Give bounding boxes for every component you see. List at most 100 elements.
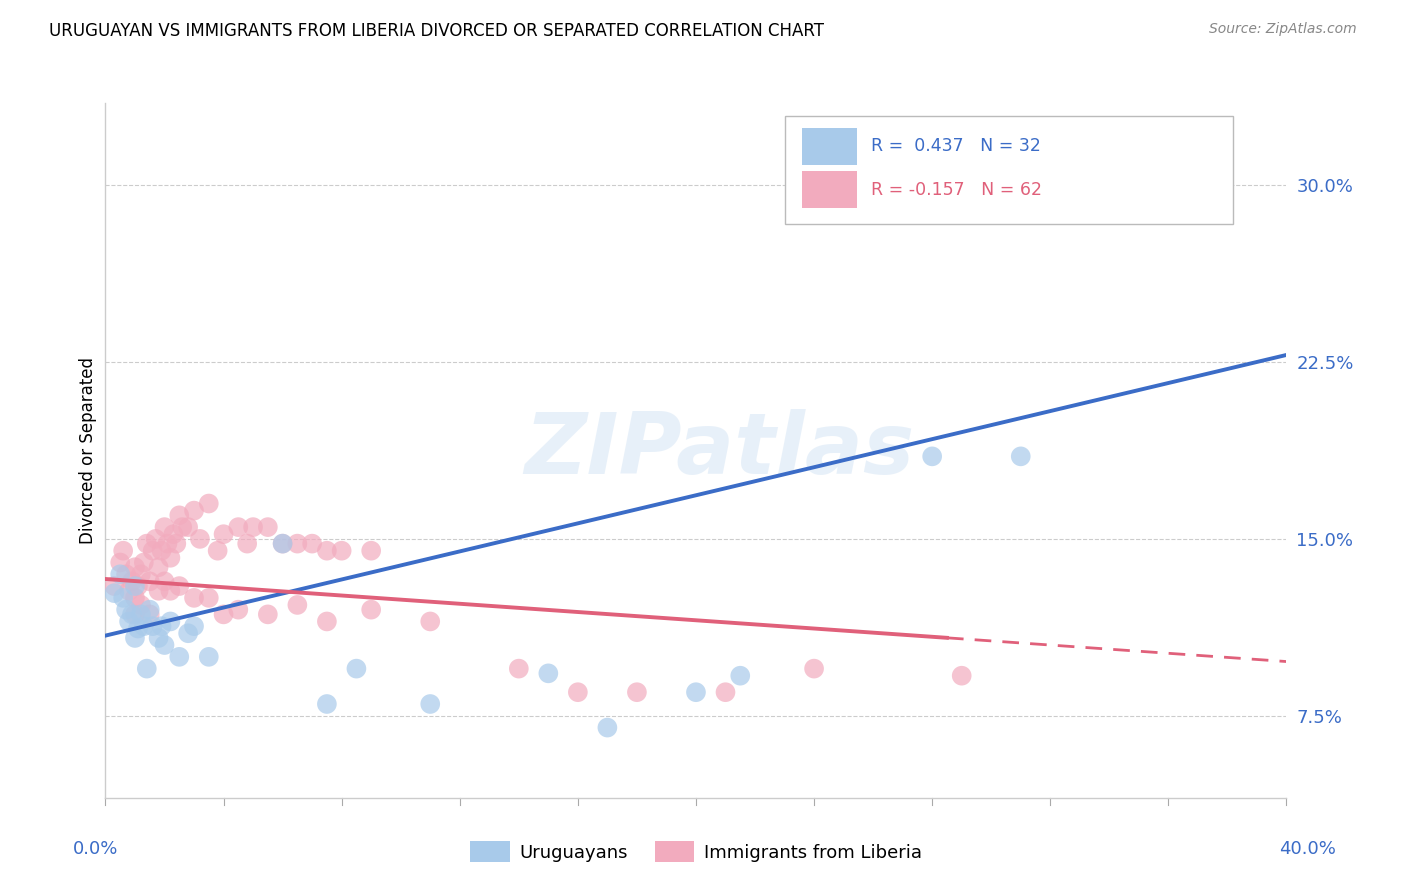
Point — [127, 622, 149, 636]
Text: 40.0%: 40.0% — [1279, 840, 1336, 858]
Point — [115, 602, 138, 616]
Text: Source: ZipAtlas.com: Source: ZipAtlas.com — [1209, 22, 1357, 37]
Point — [124, 579, 146, 593]
Point — [950, 669, 973, 683]
Point — [177, 626, 200, 640]
Point — [315, 697, 337, 711]
Text: R =  0.437   N = 32: R = 0.437 N = 32 — [870, 137, 1040, 155]
Text: R = -0.157   N = 62: R = -0.157 N = 62 — [870, 180, 1042, 199]
Point — [159, 583, 181, 598]
Point — [165, 536, 187, 550]
Point — [115, 567, 138, 582]
Point — [730, 669, 752, 683]
Point — [257, 607, 280, 622]
Point — [188, 532, 211, 546]
Point — [124, 631, 146, 645]
Point — [236, 536, 259, 550]
Point — [124, 560, 146, 574]
Text: 0.0%: 0.0% — [73, 840, 118, 858]
Point — [172, 520, 194, 534]
Point — [207, 543, 229, 558]
Point — [242, 520, 264, 534]
Point — [138, 607, 162, 622]
Point — [360, 543, 382, 558]
Point — [142, 543, 165, 558]
Point — [124, 607, 146, 622]
Point — [148, 583, 170, 598]
Point — [135, 536, 157, 550]
Legend: Uruguayans, Immigrants from Liberia: Uruguayans, Immigrants from Liberia — [463, 834, 929, 870]
Point — [177, 520, 200, 534]
Point — [1010, 450, 1032, 464]
Point — [153, 638, 176, 652]
Point — [135, 662, 157, 676]
FancyBboxPatch shape — [803, 128, 856, 165]
Point — [142, 619, 165, 633]
Point — [183, 503, 205, 517]
Text: URUGUAYAN VS IMMIGRANTS FROM LIBERIA DIVORCED OR SEPARATED CORRELATION CHART: URUGUAYAN VS IMMIGRANTS FROM LIBERIA DIV… — [49, 22, 824, 40]
Point — [183, 619, 205, 633]
Point — [110, 556, 132, 570]
Point — [159, 550, 181, 565]
Point — [197, 649, 219, 664]
Point — [121, 607, 143, 622]
Point — [271, 536, 294, 550]
Point — [150, 619, 173, 633]
Point — [197, 591, 219, 605]
Point — [156, 536, 179, 550]
Point — [360, 602, 382, 616]
Point — [159, 615, 181, 629]
Point — [301, 536, 323, 550]
Point — [118, 615, 141, 629]
Point — [169, 579, 191, 593]
Point — [127, 579, 149, 593]
Text: ZIPatlas: ZIPatlas — [524, 409, 915, 492]
Point — [212, 527, 235, 541]
Point — [287, 598, 309, 612]
Point — [153, 574, 176, 589]
Point — [419, 697, 441, 711]
Point — [287, 536, 309, 550]
Point — [419, 615, 441, 629]
Point — [921, 450, 943, 464]
Point — [596, 721, 619, 735]
Point — [228, 602, 250, 616]
Point — [148, 631, 170, 645]
Point — [197, 496, 219, 510]
Point — [129, 567, 152, 582]
Point — [118, 583, 141, 598]
Point — [148, 560, 170, 574]
Point — [271, 536, 294, 550]
Point — [145, 532, 167, 546]
Point — [103, 579, 125, 593]
Point — [129, 607, 152, 622]
Point — [803, 662, 825, 676]
Point — [138, 574, 162, 589]
Point — [103, 586, 125, 600]
Point — [330, 543, 353, 558]
FancyBboxPatch shape — [803, 170, 856, 209]
FancyBboxPatch shape — [785, 117, 1233, 225]
Point — [169, 508, 191, 523]
Point — [138, 602, 162, 616]
Point — [315, 543, 337, 558]
Point — [626, 685, 648, 699]
Point — [150, 543, 173, 558]
Point — [508, 662, 530, 676]
Point — [162, 527, 184, 541]
Point — [685, 685, 707, 699]
Point — [567, 685, 589, 699]
Point — [124, 591, 146, 605]
Point — [169, 649, 191, 664]
Y-axis label: Divorced or Separated: Divorced or Separated — [79, 357, 97, 544]
Point — [112, 591, 135, 605]
Point — [315, 615, 337, 629]
Point — [537, 666, 560, 681]
Point — [346, 662, 368, 676]
Point — [153, 520, 176, 534]
Point — [257, 520, 280, 534]
Point — [110, 567, 132, 582]
Point — [183, 591, 205, 605]
Point — [132, 619, 155, 633]
Point — [228, 520, 250, 534]
